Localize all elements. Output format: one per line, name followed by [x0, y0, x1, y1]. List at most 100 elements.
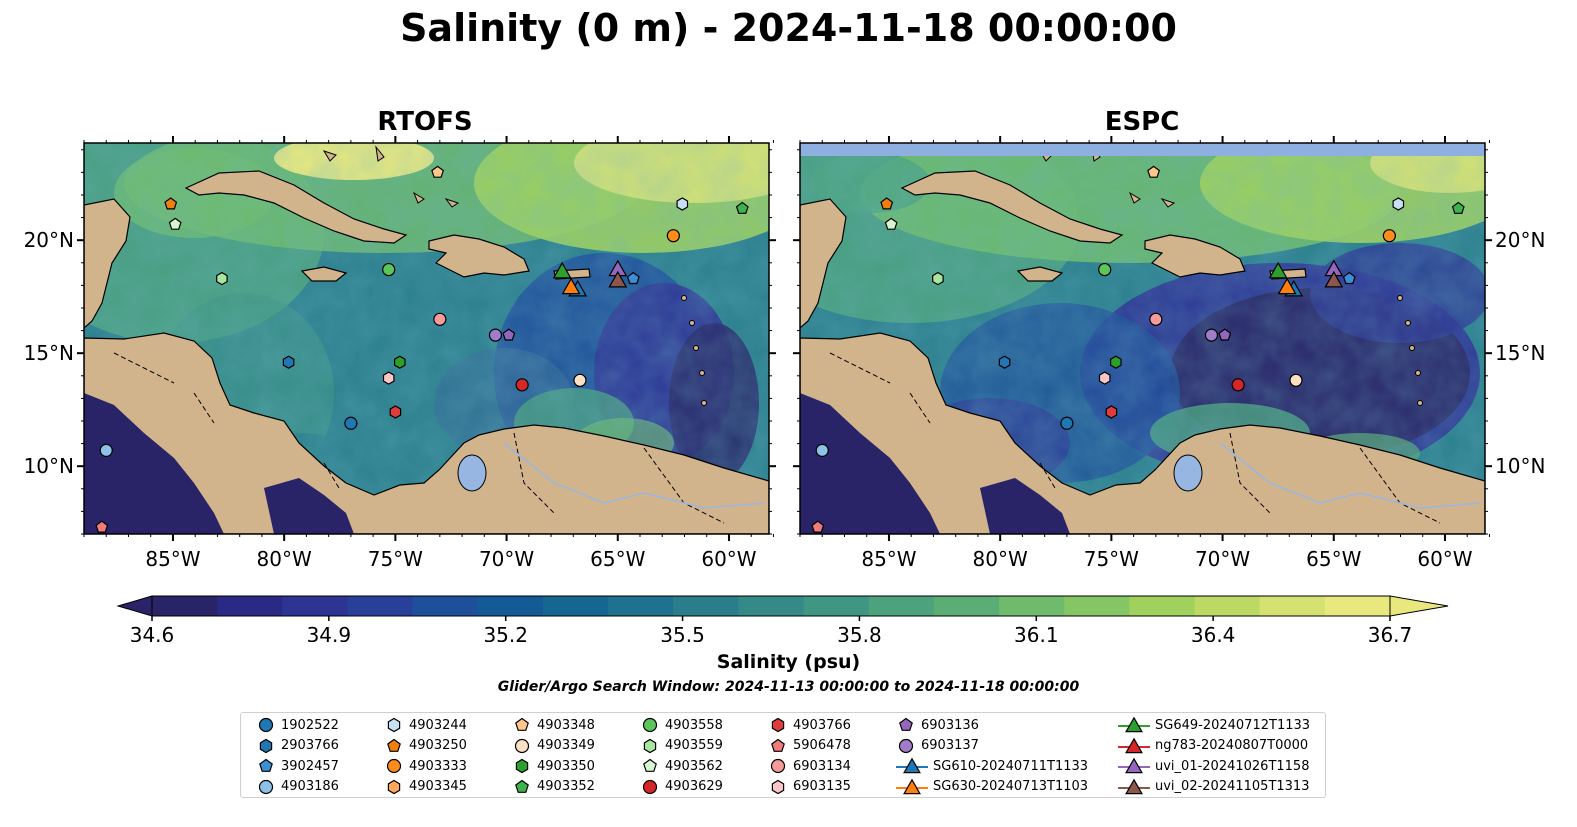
legend-label: 4903250: [409, 738, 467, 753]
colorbar-bin: [608, 596, 674, 616]
colorbar-tick-label: 35.2: [483, 623, 528, 642]
marker-6903135: [1098, 371, 1111, 385]
panel-title-rtofs: RTOFS: [377, 107, 473, 137]
legend-item: 4903348: [511, 715, 595, 735]
legend-marker-icon: [642, 779, 658, 794]
legend: 1902522 2903766 3902457 4903186 4903244 49032…: [240, 712, 1326, 798]
legend-marker-icon: [770, 758, 786, 774]
legend-item: 1902522: [255, 715, 339, 735]
legend-item: ng783-20240807T0000: [1117, 736, 1308, 756]
marker-4903350: [394, 355, 406, 369]
marker-2903766: [998, 355, 1011, 369]
colorbar-tick-label: 35.5: [660, 623, 705, 642]
legend-marker-icon: [258, 717, 274, 733]
legend-item: 4903250: [383, 736, 467, 756]
colorbar-bin: [477, 596, 544, 616]
colorbar: 34.6 34.9 35.2 35.5 35.8 36.1 36.4 36.7: [116, 595, 1449, 642]
legend-label: 4903629: [665, 779, 723, 794]
marker-4903348: [431, 165, 445, 178]
colorbar-bin: [1129, 596, 1196, 616]
legend-label: 4903349: [537, 738, 595, 753]
legend-marker-icon: [771, 779, 785, 794]
legend-item: 3902457: [255, 756, 339, 776]
marker-4903352: [735, 201, 749, 214]
colorbar-bin: [1259, 596, 1326, 616]
legend-label: 4903348: [537, 717, 595, 733]
marker-SG649-20240712T1133: [1268, 261, 1288, 279]
legend-label: 4903350: [537, 758, 595, 774]
observation-markers-rtofs: [95, 165, 749, 533]
marker-4903766: [1105, 405, 1118, 419]
marker-4903244: [1392, 197, 1405, 211]
marker-2903766: [282, 355, 295, 369]
legend-marker-icon: [896, 778, 928, 794]
colorbar-tick-label: 34.6: [130, 623, 175, 642]
marker-4903562: [884, 217, 898, 230]
lon-tick-label: 75°W: [1084, 547, 1139, 571]
legend-item: 4903562: [639, 756, 723, 776]
legend-marker-icon: [1118, 757, 1150, 774]
marker-6903134: [1149, 312, 1163, 326]
lon-tick-label: 65°W: [1306, 547, 1361, 571]
marker-6903136: [1218, 328, 1232, 341]
legend-label: SG610-20240711T1133: [933, 758, 1089, 774]
legend-item: 4903766: [767, 715, 851, 735]
legend-item: 6903134: [767, 756, 851, 776]
lon-tick-label: 85°W: [861, 547, 916, 571]
legend-item: 4903629: [639, 777, 723, 797]
colorbar-bin: [1194, 596, 1261, 616]
colorbar-tick-label: 34.9: [307, 623, 352, 642]
legend-marker-icon: [515, 758, 529, 774]
colorbar-bin: [542, 596, 609, 616]
legend-item: 4903559: [639, 736, 723, 756]
legend-label: 4903352: [537, 779, 595, 794]
legend-marker-icon: [258, 779, 274, 794]
legend-label: 4903562: [665, 758, 723, 774]
lat-tick-label: 20°N: [24, 228, 74, 252]
legend-item: uvi_02-20241105T1313: [1117, 777, 1309, 797]
marker-4903629: [515, 378, 529, 392]
lon-tick-label: 60°W: [701, 547, 756, 571]
marker-SG630-20240713T1103: [561, 277, 581, 295]
marker-4903562: [168, 217, 182, 230]
legend-item: 4903349: [511, 736, 595, 756]
marker-4903559: [932, 271, 944, 286]
legend-label: 1902522: [281, 717, 339, 733]
lon-tick-label: 80°W: [257, 547, 312, 571]
colorbar-tick-label: 36.4: [1191, 623, 1236, 642]
legend-marker-icon: [1118, 737, 1150, 753]
legend-marker-icon: [387, 779, 401, 794]
marker-uvi_02-20241105T1313: [1324, 270, 1344, 288]
legend-marker-icon: [386, 758, 402, 774]
marker-6903137: [488, 328, 503, 342]
legend-label: uvi_01-20241026T1158: [1155, 758, 1310, 774]
colorbar-bin: [803, 596, 870, 616]
legend-label: 4903345: [409, 779, 467, 794]
legend-item: 4903244: [383, 715, 467, 735]
marker-4903559: [216, 271, 228, 286]
marker-5906478: [95, 520, 109, 533]
legend-item: uvi_01-20241026T1158: [1117, 756, 1309, 776]
legend-marker-icon: [771, 738, 785, 752]
marker-uvi_02-20241105T1313: [608, 270, 628, 288]
colorbar-extend-high: [1389, 595, 1449, 617]
legend-label: 4903186: [281, 779, 339, 794]
lat-tick-label: 15°N: [1495, 341, 1545, 365]
legend-marker-icon: [259, 738, 273, 753]
marker-3902457: [626, 271, 640, 285]
legend-marker-icon: [387, 717, 401, 733]
lon-tick-label: 60°W: [1417, 547, 1472, 571]
espc-map: [800, 143, 1485, 534]
colorbar-bin: [673, 596, 739, 616]
legend-marker-icon: [387, 738, 401, 752]
marker-1902522: [344, 416, 358, 430]
marker-4903186: [99, 443, 113, 457]
legend-item: 2903766: [255, 736, 339, 756]
marker-SG649-20240712T1133: [552, 261, 572, 279]
marker-6903135: [382, 371, 395, 385]
lon-tick-label: 75°W: [368, 547, 423, 571]
legend-marker-icon: [514, 738, 530, 753]
colorbar-bin: [152, 596, 218, 616]
marker-SG630-20240713T1103: [1277, 277, 1297, 295]
legend-label: uvi_02-20241105T1313: [1155, 779, 1310, 794]
